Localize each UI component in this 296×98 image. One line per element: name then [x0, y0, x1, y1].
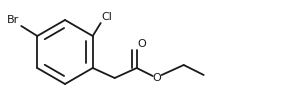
- Text: Cl: Cl: [102, 12, 112, 22]
- Text: O: O: [138, 39, 147, 49]
- Text: Br: Br: [7, 15, 19, 25]
- Text: O: O: [152, 73, 161, 83]
